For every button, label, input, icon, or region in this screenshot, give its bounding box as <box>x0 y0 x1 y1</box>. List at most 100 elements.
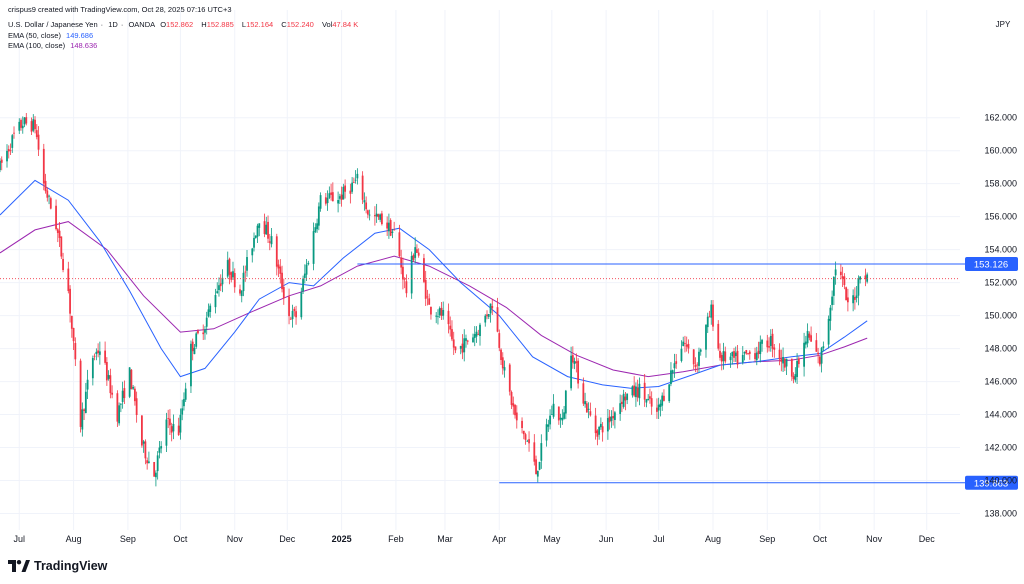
candle-body[interactable] <box>184 388 187 400</box>
candle-body[interactable] <box>170 426 173 433</box>
candle-body[interactable] <box>193 347 196 355</box>
candle-body[interactable] <box>780 358 783 362</box>
candle-body[interactable] <box>111 392 114 395</box>
candle-body[interactable] <box>251 248 254 256</box>
candle-body[interactable] <box>564 390 567 414</box>
candle-body[interactable] <box>430 306 432 315</box>
ema-100-legend[interactable]: EMA (100, close) 148.636 <box>8 41 100 51</box>
candle-body[interactable] <box>598 426 601 435</box>
candle-body[interactable] <box>670 370 672 385</box>
candle-body[interactable] <box>0 159 3 163</box>
candle-body[interactable] <box>486 314 488 317</box>
candle-body[interactable] <box>508 364 511 392</box>
candle-body[interactable] <box>144 441 147 459</box>
candle-body[interactable] <box>635 386 637 398</box>
candle-body[interactable] <box>463 338 466 353</box>
candle-body[interactable] <box>466 340 469 342</box>
candle-body[interactable] <box>190 343 192 387</box>
candle-body[interactable] <box>610 416 613 421</box>
candle-body[interactable] <box>356 173 359 179</box>
price-axis[interactable]: 138.000 140.000 142.000 144.000 146.000 148.0… <box>984 20 1017 519</box>
candle-body[interactable] <box>864 275 867 280</box>
candle-body[interactable] <box>167 418 170 419</box>
candle-body[interactable] <box>56 229 59 233</box>
candle-body[interactable] <box>160 446 163 449</box>
candle-body[interactable] <box>675 361 678 364</box>
candle-body[interactable] <box>563 412 565 419</box>
candle-body[interactable] <box>685 344 688 347</box>
candle-body[interactable] <box>37 134 40 150</box>
candle-body[interactable] <box>391 231 394 233</box>
candle-body[interactable] <box>866 274 869 282</box>
candle-body[interactable] <box>498 333 501 348</box>
ema-100-label[interactable]: EMA (100, close) <box>8 41 66 50</box>
candle-body[interactable] <box>538 461 541 470</box>
candle-body[interactable] <box>608 416 611 423</box>
candle-body[interactable] <box>265 224 268 235</box>
candle-body[interactable] <box>503 367 506 371</box>
candle-body[interactable] <box>549 415 551 425</box>
candle-body[interactable] <box>806 330 809 344</box>
candle-body[interactable] <box>67 268 70 292</box>
horizontal-line-price-tag[interactable] <box>965 257 1018 272</box>
candle-body[interactable] <box>452 339 455 348</box>
candle-body[interactable] <box>820 347 823 364</box>
candle-body[interactable] <box>312 231 315 264</box>
candle-body[interactable] <box>487 314 490 317</box>
candle-body[interactable] <box>416 249 418 253</box>
candle-body[interactable] <box>692 349 695 365</box>
candle-body[interactable] <box>428 298 431 305</box>
candle-body[interactable] <box>491 306 494 309</box>
candle-body[interactable] <box>351 182 354 192</box>
candle-body[interactable] <box>268 241 271 243</box>
horizontal-line-price-tag[interactable] <box>965 475 1018 490</box>
candle-body[interactable] <box>759 341 762 355</box>
candle-body[interactable] <box>256 225 259 237</box>
candle-body[interactable] <box>326 197 329 204</box>
candle-body[interactable] <box>818 356 821 365</box>
candle-body[interactable] <box>680 348 683 361</box>
candle-body[interactable] <box>797 358 800 365</box>
candle-body[interactable] <box>528 439 530 444</box>
candle-body[interactable] <box>424 279 427 299</box>
candle-body[interactable] <box>365 202 368 210</box>
candle-body[interactable] <box>258 223 261 228</box>
candle-body[interactable] <box>246 257 248 271</box>
candle-body[interactable] <box>587 408 590 410</box>
candle-body[interactable] <box>500 349 502 361</box>
candle-body[interactable] <box>815 340 818 352</box>
candle-body[interactable] <box>783 358 786 368</box>
candle-body[interactable] <box>570 355 572 389</box>
candle-body[interactable] <box>30 121 33 132</box>
candle-body[interactable] <box>535 459 537 475</box>
candle-body[interactable] <box>132 386 135 389</box>
candle-body[interactable] <box>521 420 523 429</box>
candle-body[interactable] <box>331 192 334 202</box>
candle-body[interactable] <box>515 412 518 421</box>
candle-body[interactable] <box>226 260 229 277</box>
candle-body[interactable] <box>575 361 578 363</box>
candle-body[interactable] <box>477 333 480 335</box>
candle-body[interactable] <box>671 370 674 373</box>
candle-body[interactable] <box>95 351 98 355</box>
candle-body[interactable] <box>70 315 73 329</box>
candle-body[interactable] <box>93 355 96 357</box>
symbol-interval[interactable]: 1D <box>108 20 118 29</box>
candle-body[interactable] <box>620 401 623 405</box>
candle-body[interactable] <box>46 190 49 198</box>
candle-body[interactable] <box>792 376 795 380</box>
symbol-name[interactable]: U.S. Dollar / Japanese Yen <box>8 20 98 29</box>
candle-body[interactable] <box>790 358 793 377</box>
candle-body[interactable] <box>601 426 604 433</box>
candle-body[interactable] <box>42 148 45 184</box>
candle-body[interactable] <box>857 277 860 296</box>
candle-body[interactable] <box>706 316 709 328</box>
candle-body[interactable] <box>270 236 273 245</box>
candle-body[interactable] <box>846 297 849 303</box>
candle-body[interactable] <box>550 414 553 415</box>
candle-body[interactable] <box>293 308 296 311</box>
candle-body[interactable] <box>524 434 527 440</box>
candle-body[interactable] <box>216 291 219 294</box>
candle-body[interactable] <box>342 186 345 200</box>
candle-body[interactable] <box>119 403 122 405</box>
